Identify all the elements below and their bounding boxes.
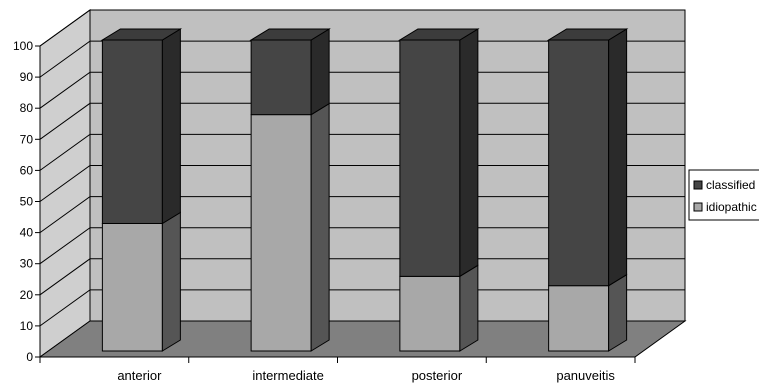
y-tick-label-50: 50 bbox=[20, 195, 34, 209]
bar-segment-classified-posterior bbox=[399, 39, 461, 277]
bar-anterior bbox=[100, 28, 183, 352]
bar-side-idiopathic-panuveitis bbox=[608, 273, 628, 352]
legend-swatch-idiopathic bbox=[693, 202, 703, 212]
bar-top-intermediate bbox=[249, 28, 331, 41]
x-tick-label-panuveitis: panuveitis bbox=[556, 368, 615, 383]
bar-side-classified-posterior bbox=[459, 28, 479, 278]
bar-segment-classified-anterior bbox=[101, 39, 163, 224]
gridline-40 bbox=[39, 196, 685, 234]
gridline-10 bbox=[39, 289, 685, 327]
legend-swatch-classified bbox=[693, 180, 703, 190]
bar-side-idiopathic-intermediate bbox=[310, 102, 330, 352]
gridline-30 bbox=[39, 227, 685, 265]
y-tick-label-60: 60 bbox=[20, 163, 34, 177]
bar-side-classified-panuveitis bbox=[608, 28, 628, 287]
legend-label-idiopathic: idiopathic bbox=[706, 200, 757, 214]
x-axis: anterior intermediate posterior panuveitis bbox=[39, 356, 636, 383]
bars bbox=[100, 28, 629, 352]
bar-top-panuveitis bbox=[546, 28, 629, 41]
bar-side-classified-intermediate bbox=[310, 28, 330, 116]
bar-segment-classified-intermediate bbox=[250, 39, 312, 116]
bar-side-classified-anterior bbox=[161, 28, 181, 225]
x-tick-label-posterior: posterior bbox=[412, 368, 463, 383]
bar-segment-idiopathic-anterior bbox=[101, 222, 163, 352]
legend-box bbox=[688, 169, 759, 221]
y-tick-label-10: 10 bbox=[20, 319, 34, 333]
bar-side-idiopathic-anterior bbox=[161, 211, 181, 352]
gridline-60 bbox=[39, 133, 685, 171]
legend: classified idiopathic bbox=[688, 169, 759, 221]
gridline-70 bbox=[39, 102, 685, 140]
y-tick-label-70: 70 bbox=[20, 132, 34, 146]
gridline-100 bbox=[39, 9, 685, 47]
bar-segment-idiopathic-posterior bbox=[399, 275, 461, 352]
y-tick-label-30: 30 bbox=[20, 257, 34, 271]
y-tick-label-100: 100 bbox=[13, 39, 33, 53]
gridline-80 bbox=[39, 71, 685, 109]
bar-top-posterior bbox=[398, 28, 480, 41]
bar-top-anterior bbox=[100, 28, 183, 41]
bar-posterior bbox=[398, 28, 480, 352]
y-axis: 0 10 20 30 40 50 60 70 80 90 100 bbox=[13, 39, 41, 364]
bar-segment-classified-panuveitis bbox=[548, 39, 610, 287]
x-tick-label-intermediate: intermediate bbox=[252, 368, 324, 383]
x-tick-label-anterior: anterior bbox=[117, 368, 162, 383]
gridline-50 bbox=[39, 165, 685, 202]
bar-segment-idiopathic-intermediate bbox=[250, 114, 312, 352]
gridline-20 bbox=[39, 258, 685, 296]
bar-side-idiopathic-posterior bbox=[459, 264, 479, 352]
y-tick-label-80: 80 bbox=[20, 101, 34, 115]
y-tick-label-0: 0 bbox=[26, 350, 33, 364]
y-tick-label-20: 20 bbox=[20, 288, 34, 302]
gridline-90 bbox=[39, 40, 685, 78]
gridlines bbox=[39, 9, 685, 327]
legend-label-classified: classified bbox=[706, 178, 755, 192]
bar-panuveitis bbox=[546, 28, 629, 352]
y-tick-label-40: 40 bbox=[20, 226, 34, 240]
y-tick-label-90: 90 bbox=[20, 70, 34, 84]
bar-segment-idiopathic-panuveitis bbox=[548, 285, 610, 352]
bar-intermediate bbox=[249, 28, 331, 352]
